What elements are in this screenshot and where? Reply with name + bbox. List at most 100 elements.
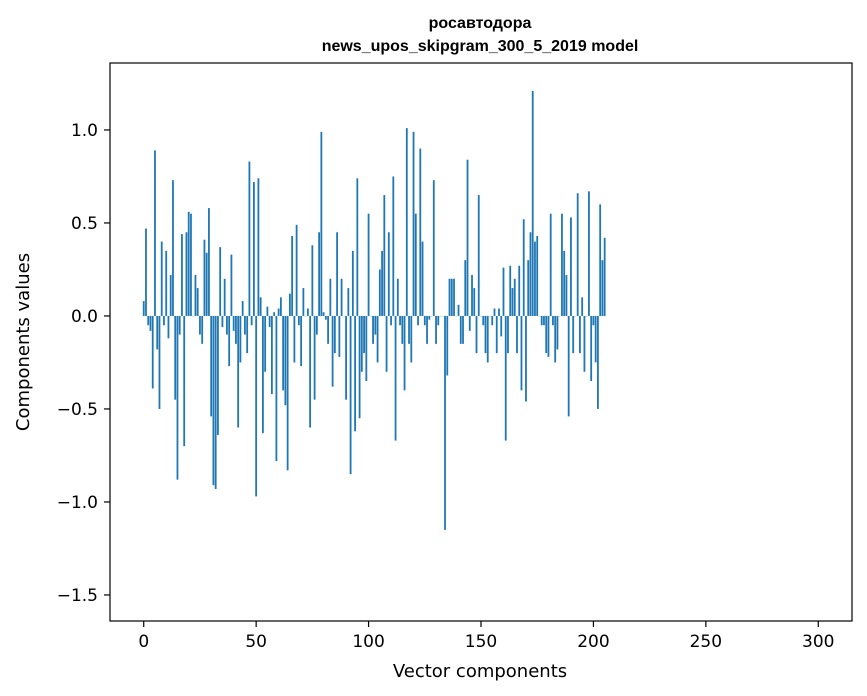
bar-59 <box>275 315 278 462</box>
bar-123 <box>419 148 422 316</box>
bar-104 <box>376 315 379 363</box>
bar-25 <box>199 315 201 335</box>
bar-157 <box>495 315 498 354</box>
bar-170 <box>525 315 527 402</box>
bar-46 <box>246 315 249 354</box>
bar-120 <box>412 131 415 316</box>
bar-179 <box>545 315 548 354</box>
bar-97 <box>360 315 363 372</box>
bar-144 <box>466 159 469 316</box>
bar-37 <box>226 315 228 335</box>
bar-137 <box>450 278 453 316</box>
bar-99 <box>365 315 368 382</box>
bar-45 <box>244 315 246 335</box>
bar-41 <box>235 315 237 344</box>
bar-159 <box>500 315 503 337</box>
bar-109 <box>387 232 390 316</box>
bar-38 <box>228 315 231 367</box>
bar-161 <box>504 315 507 441</box>
bar-202 <box>597 315 599 409</box>
bar-34 <box>219 247 222 316</box>
plot-frame <box>109 62 853 622</box>
bar-182 <box>552 315 554 326</box>
bar-167 <box>518 265 521 316</box>
bar-105 <box>378 269 381 316</box>
bar-5 <box>154 150 156 316</box>
bar-102 <box>372 315 374 344</box>
bar-82 <box>327 315 329 344</box>
bar-135 <box>446 315 449 376</box>
bar-165 <box>513 278 516 316</box>
bar-87 <box>338 315 341 357</box>
bar-140 <box>457 304 460 316</box>
bar-62 <box>282 315 285 391</box>
y-tick-label-1: −1.0 <box>57 493 98 513</box>
bar-184 <box>556 315 559 350</box>
bar-149 <box>477 195 480 316</box>
bar-10 <box>165 250 168 316</box>
bar-108 <box>385 315 388 372</box>
bar-53 <box>262 315 264 434</box>
bar-187 <box>563 250 566 316</box>
bar-8 <box>160 241 163 316</box>
bar-55 <box>266 306 269 316</box>
bar-169 <box>522 219 525 316</box>
bar-118 <box>408 315 410 344</box>
bar-47 <box>248 161 251 316</box>
bar-29 <box>208 208 210 316</box>
y-axis-ticks: −1.5 −1.0 −0.5 0.0 0.5 1.0 <box>57 121 110 606</box>
bar-75 <box>311 245 314 316</box>
bar-51 <box>257 178 260 316</box>
bar-203 <box>599 204 602 316</box>
chart-title-line2: news_upos_skipgram_300_5_2019 model <box>322 38 639 55</box>
bar-79 <box>320 131 323 316</box>
bar-166 <box>516 315 518 354</box>
bar-95 <box>356 178 359 316</box>
bar-188 <box>565 275 568 316</box>
y-tick-label-2: −0.5 <box>57 400 98 420</box>
bar-106 <box>381 250 383 316</box>
bar-195 <box>581 297 584 316</box>
bar-171 <box>527 260 530 316</box>
bar-3 <box>149 315 152 331</box>
bar-93 <box>351 250 354 316</box>
bar-111 <box>392 176 395 316</box>
bar-121 <box>414 213 417 316</box>
bar-64 <box>286 315 289 471</box>
bar-65 <box>288 293 291 316</box>
bar-175 <box>536 235 539 316</box>
bar-162 <box>507 315 509 354</box>
bar-100 <box>367 213 370 316</box>
bar-76 <box>313 315 316 400</box>
bar-67 <box>293 315 296 363</box>
bar-204 <box>601 260 604 316</box>
bar-145 <box>468 315 471 331</box>
bar-15 <box>176 315 179 480</box>
bar-73 <box>306 308 309 316</box>
bar-78 <box>318 232 321 316</box>
bar-57 <box>270 315 273 395</box>
bar-124 <box>421 241 424 316</box>
bar-160 <box>502 267 505 316</box>
bar-17 <box>181 234 183 316</box>
x-tick-label-0: 0 <box>138 632 149 652</box>
bar-33 <box>217 315 219 435</box>
y-axis-label: Components values <box>13 253 34 431</box>
bar-24 <box>196 288 199 316</box>
bar-32 <box>214 315 217 489</box>
bar-9 <box>163 315 165 326</box>
bar-70 <box>300 315 303 367</box>
bar-116 <box>403 315 406 391</box>
bar-40 <box>232 315 235 331</box>
bar-36 <box>223 278 226 316</box>
bar-173 <box>531 90 534 316</box>
bar-146 <box>471 275 473 316</box>
y-tick-label-3: 0.0 <box>71 307 98 327</box>
bar-50 <box>255 315 258 497</box>
bar-74 <box>309 315 312 428</box>
bar-119 <box>410 315 413 363</box>
bar-16 <box>178 315 181 335</box>
bar-52 <box>259 297 262 316</box>
bar-63 <box>284 315 287 406</box>
bar-142 <box>462 315 464 344</box>
